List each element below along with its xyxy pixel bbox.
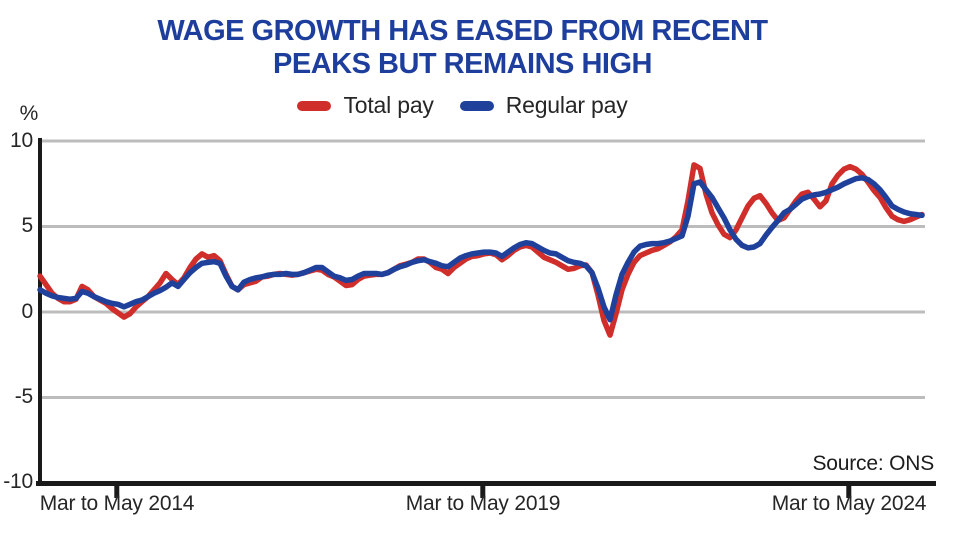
y-tick-label-0: 0	[21, 300, 34, 323]
total-pay-swatch	[297, 100, 332, 111]
y-tick-label-neg10: -10	[3, 470, 33, 493]
y-tick-label-10: 10	[10, 129, 33, 152]
source-attribution: Source: ONS	[812, 452, 934, 475]
y-tick-label-neg5: -5	[14, 385, 33, 408]
y-tick-label-5: 5	[21, 214, 34, 237]
x-tick-label-2019: Mar to May 2019	[405, 492, 561, 515]
series-line-regular-pay	[37, 175, 925, 323]
regular-pay-swatch	[459, 100, 494, 111]
legend-item-regular-pay: Regular pay	[459, 92, 628, 119]
legend: Total pay Regular pay	[0, 92, 925, 119]
x-tick-label-2024: Mar to May 2024	[771, 492, 927, 515]
x-tick-label-2014: Mar to May 2014	[39, 492, 195, 515]
legend-label-regular-pay: Regular pay	[505, 92, 628, 118]
y-axis-unit-label: %	[19, 102, 39, 125]
chart-title-line2: PEAKS BUT REMAINS HIGH	[273, 48, 652, 80]
chart-title-line1: WAGE GROWTH HAS EASED FROM RECENT	[157, 15, 768, 47]
legend-label-total-pay: Total pay	[343, 92, 434, 118]
legend-item-total-pay: Total pay	[297, 92, 434, 119]
